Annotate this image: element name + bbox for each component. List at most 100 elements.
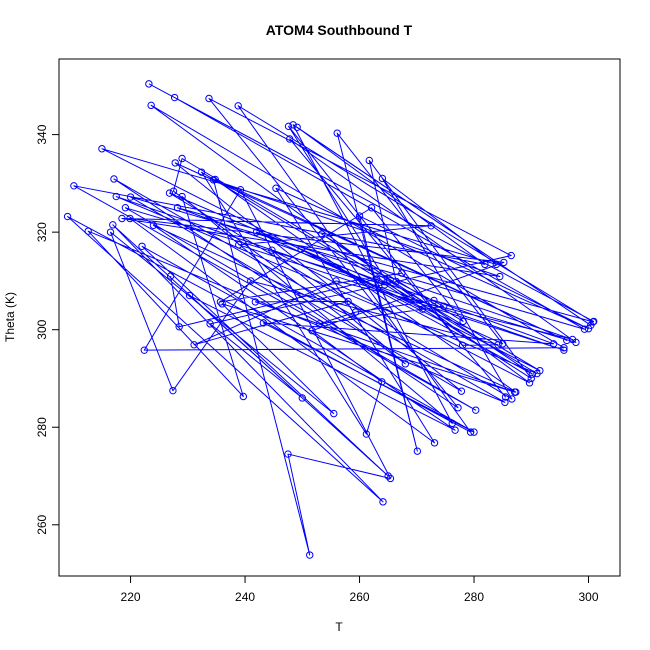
x-tick-label: 280	[464, 590, 484, 604]
data-point	[459, 317, 467, 326]
data-point	[448, 419, 456, 428]
data-point	[165, 189, 174, 197]
series-line	[67, 83, 595, 556]
data-point	[234, 102, 242, 110]
data-point	[472, 406, 480, 414]
data-point	[284, 122, 293, 131]
x-tick-label: 300	[578, 590, 598, 604]
x-tick-label: 260	[350, 590, 370, 604]
data-point	[175, 323, 183, 331]
data-point	[318, 230, 326, 238]
data-point	[110, 175, 118, 183]
data-point	[178, 154, 186, 163]
data-point	[170, 93, 179, 102]
data-point	[169, 187, 178, 195]
data-point	[527, 374, 535, 383]
x-axis: 220 240 260 280 300	[121, 575, 599, 604]
y-tick-label: 340	[35, 124, 49, 144]
data-point	[138, 242, 146, 250]
y-tick-label: 260	[35, 514, 49, 534]
data-point	[149, 221, 158, 230]
data-point	[379, 498, 387, 506]
data-point	[362, 430, 371, 438]
data-point	[216, 298, 225, 306]
data-point	[293, 123, 301, 131]
data-point	[308, 326, 316, 335]
data-point	[297, 245, 305, 253]
data-point	[84, 227, 92, 235]
data-point	[106, 228, 115, 236]
data-point	[118, 214, 126, 223]
data-point	[109, 221, 117, 229]
data-point	[572, 338, 580, 347]
data-point	[166, 272, 175, 280]
data-point	[563, 336, 571, 345]
data-point	[507, 251, 515, 260]
data-point	[501, 393, 510, 401]
data-point	[236, 186, 245, 194]
data-point	[190, 341, 198, 349]
data-point	[378, 378, 386, 386]
y-axis-label: Theta (K)	[3, 292, 17, 342]
data-point	[351, 308, 360, 316]
data-point	[98, 145, 106, 153]
data-point	[185, 291, 194, 300]
data-point	[344, 297, 352, 306]
data-point	[171, 159, 179, 167]
data-point	[454, 404, 462, 412]
data-point	[510, 388, 519, 396]
data-point	[178, 192, 186, 201]
data-point	[63, 212, 72, 221]
data-point	[332, 277, 340, 285]
data-point	[373, 275, 381, 283]
y-tick-label: 300	[35, 319, 49, 339]
data-point	[418, 305, 427, 313]
data-point	[355, 212, 364, 220]
data-point	[430, 296, 438, 305]
data-point	[494, 341, 502, 349]
data-point	[525, 379, 534, 387]
data-point	[365, 156, 373, 165]
data-point	[466, 428, 475, 436]
data-point	[498, 340, 507, 348]
data-point	[268, 246, 276, 254]
x-tick-label: 240	[235, 590, 255, 604]
data-point	[492, 260, 501, 269]
data-point	[398, 269, 406, 277]
data-point	[235, 241, 243, 249]
data-point	[239, 392, 248, 401]
data-point	[298, 394, 306, 402]
data-point	[209, 176, 218, 184]
data-point	[451, 426, 459, 434]
data-point	[533, 369, 541, 378]
data-point	[470, 428, 478, 436]
y-axis: 260 280 300 320 340	[35, 124, 60, 535]
data-point	[367, 204, 376, 212]
data-point	[126, 193, 135, 201]
data-point	[481, 260, 489, 269]
data-point	[112, 192, 120, 201]
data-point	[259, 319, 268, 327]
x-tick-label: 220	[121, 590, 141, 604]
data-point	[173, 204, 182, 212]
data-point	[289, 121, 297, 129]
data-point	[330, 409, 338, 418]
data-point	[413, 447, 422, 455]
data-point	[126, 214, 134, 223]
data-point	[528, 370, 537, 378]
data-point	[427, 222, 435, 230]
data-point	[500, 258, 508, 267]
series-lines	[67, 83, 595, 556]
series-points	[63, 80, 598, 559]
y-tick-label: 280	[35, 417, 49, 437]
data-point	[378, 174, 387, 183]
data-point	[315, 320, 324, 328]
data-point	[584, 325, 593, 333]
data-point	[252, 228, 261, 236]
data-point	[121, 204, 130, 212]
data-point	[439, 302, 448, 310]
data-point	[401, 360, 410, 368]
data-point	[145, 80, 153, 88]
data-point	[218, 300, 226, 308]
